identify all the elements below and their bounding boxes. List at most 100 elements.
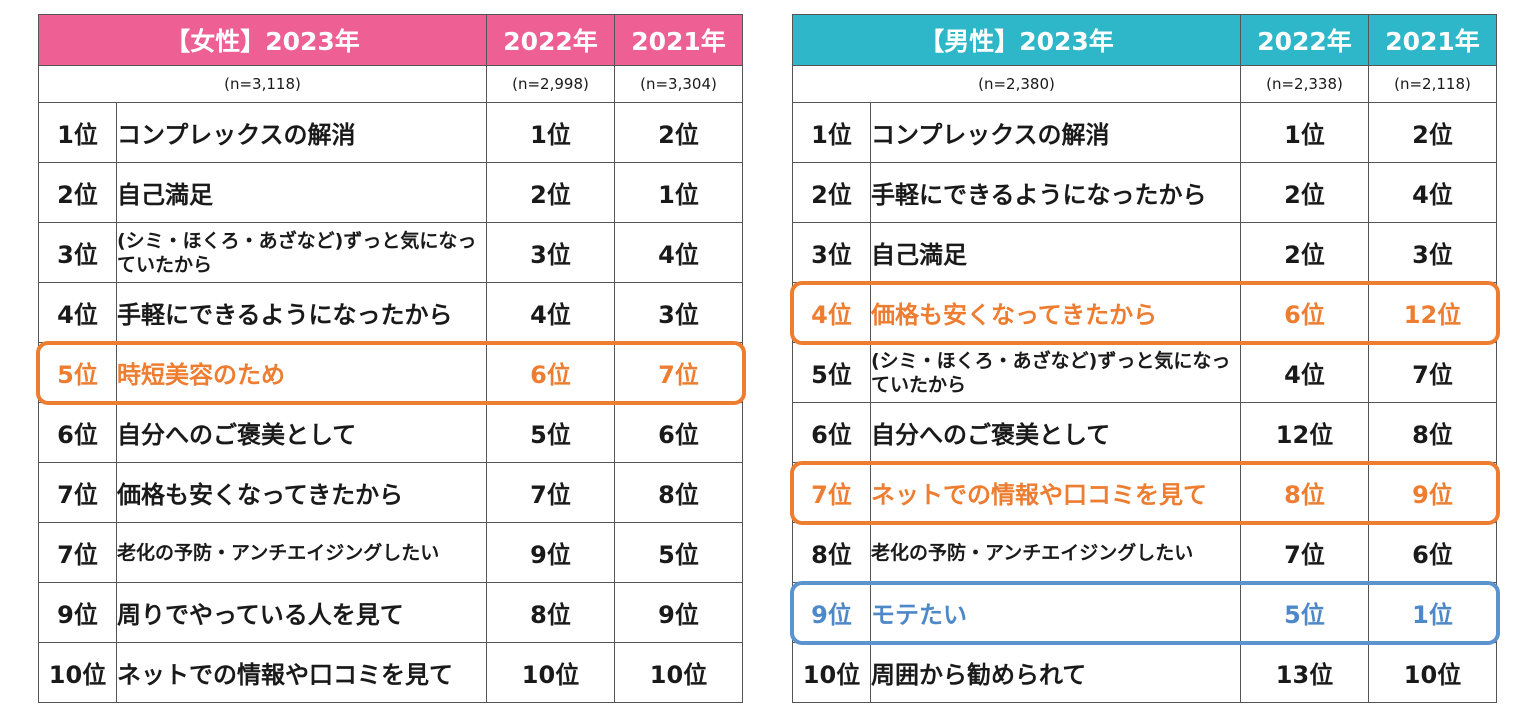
female-rank-cell: 2位 <box>38 162 117 223</box>
female-reason-cell: (シミ・ほくろ・あざなど)ずっと気になっていたから <box>116 222 487 283</box>
male-rank-row: 8位 老化の予防・アンチエイジングしたい 7位 6位 <box>792 522 1497 583</box>
male-rank-row: 4位 価格も安くなってきたから 6位 12位 <box>792 282 1497 343</box>
female-rank-cell: 4位 <box>38 282 117 343</box>
male-rank-cell: 8位 <box>792 522 871 583</box>
male-reason-cell: 自分へのご褒美として <box>870 402 1241 463</box>
male-rank-row: 9位 モテたい 5位 1位 <box>792 582 1497 643</box>
male-rank-2021-cell: 4位 <box>1368 162 1497 223</box>
male-rank-row: 1位 コンプレックスの解消 1位 2位 <box>792 102 1497 163</box>
female-rank-cell: 9位 <box>38 582 117 643</box>
female-reason-cell: コンプレックスの解消 <box>116 102 487 163</box>
male-sample-2021: (n=2,118) <box>1368 65 1497 103</box>
male-rank-cell: 6位 <box>792 402 871 463</box>
female-reason-cell: 周りでやっている人を見て <box>116 582 487 643</box>
male-ranking-panel: 【男性】2023年 2022年 2021年 (n=2,380) (n=2,338… <box>792 14 1497 703</box>
female-rank-2021-cell: 3位 <box>614 282 743 343</box>
female-2021-header: 2021年 <box>614 14 743 66</box>
female-rank-row: 1位 コンプレックスの解消 1位 2位 <box>38 102 743 163</box>
male-rank-cell: 5位 <box>792 342 871 403</box>
male-ranking-table: 【男性】2023年 2022年 2021年 (n=2,380) (n=2,338… <box>792 14 1497 703</box>
female-rank-2021-cell: 1位 <box>614 162 743 223</box>
male-rank-2021-cell: 8位 <box>1368 402 1497 463</box>
male-reason-cell: 自己満足 <box>870 222 1241 283</box>
female-rank-row: 6位 自分へのご褒美として 5位 6位 <box>38 402 743 463</box>
female-rank-2021-cell: 6位 <box>614 402 743 463</box>
female-rank-2022-cell: 5位 <box>486 402 615 463</box>
male-sample-row: (n=2,380) (n=2,338) (n=2,118) <box>792 65 1497 103</box>
male-reason-cell: コンプレックスの解消 <box>870 102 1241 163</box>
male-reason-cell: モテたい <box>870 582 1241 643</box>
female-rank-2022-cell: 1位 <box>486 102 615 163</box>
female-sample-2022: (n=2,998) <box>486 65 615 103</box>
male-rank-2021-cell: 10位 <box>1368 642 1497 703</box>
male-rank-cell: 7位 <box>792 462 871 523</box>
male-rank-2021-cell: 2位 <box>1368 102 1497 163</box>
male-sample-2022: (n=2,338) <box>1240 65 1369 103</box>
male-rank-2022-cell: 6位 <box>1240 282 1369 343</box>
female-rank-2021-cell: 7位 <box>614 342 743 403</box>
female-rank-2022-cell: 2位 <box>486 162 615 223</box>
male-rank-2021-cell: 3位 <box>1368 222 1497 283</box>
female-rank-cell: 5位 <box>38 342 117 403</box>
female-rank-cell: 7位 <box>38 522 117 583</box>
male-rank-cell: 3位 <box>792 222 871 283</box>
female-reason-cell: 自分へのご褒美として <box>116 402 487 463</box>
female-rank-cell: 1位 <box>38 102 117 163</box>
male-rank-2021-cell: 6位 <box>1368 522 1497 583</box>
male-2022-header: 2022年 <box>1240 14 1369 66</box>
female-rank-2021-cell: 4位 <box>614 222 743 283</box>
female-reason-cell: 自己満足 <box>116 162 487 223</box>
female-rank-row: 5位 時短美容のため 6位 7位 <box>38 342 743 403</box>
male-rank-cell: 1位 <box>792 102 871 163</box>
male-rank-2022-cell: 1位 <box>1240 102 1369 163</box>
male-rank-row: 7位 ネットでの情報や口コミを見て 8位 9位 <box>792 462 1497 523</box>
female-rank-row: 7位 老化の予防・アンチエイジングしたい 9位 5位 <box>38 522 743 583</box>
female-rank-cell: 10位 <box>38 642 117 703</box>
female-rank-cell: 7位 <box>38 462 117 523</box>
male-rank-row: 2位 手軽にできるようになったから 2位 4位 <box>792 162 1497 223</box>
female-rank-2021-cell: 8位 <box>614 462 743 523</box>
male-rank-2021-cell: 7位 <box>1368 342 1497 403</box>
male-header-row: 【男性】2023年 2022年 2021年 <box>792 14 1497 66</box>
female-rank-2022-cell: 8位 <box>486 582 615 643</box>
female-header-row: 【女性】2023年 2022年 2021年 <box>38 14 743 66</box>
female-reason-cell: 手軽にできるようになったから <box>116 282 487 343</box>
male-reason-cell: ネットでの情報や口コミを見て <box>870 462 1241 523</box>
male-2021-header: 2021年 <box>1368 14 1497 66</box>
female-ranking-panel: 【女性】2023年 2022年 2021年 (n=3,118) (n=2,998… <box>38 14 743 703</box>
male-rank-2022-cell: 4位 <box>1240 342 1369 403</box>
female-2023-header: 【女性】2023年 <box>38 14 487 66</box>
female-sample-row: (n=3,118) (n=2,998) (n=3,304) <box>38 65 743 103</box>
female-sample-2023: (n=3,118) <box>38 65 487 103</box>
male-rank-2021-cell: 1位 <box>1368 582 1497 643</box>
male-rank-2022-cell: 7位 <box>1240 522 1369 583</box>
female-rank-2021-cell: 9位 <box>614 582 743 643</box>
male-rank-row: 5位 (シミ・ほくろ・あざなど)ずっと気になっていたから 4位 7位 <box>792 342 1497 403</box>
female-rank-2022-cell: 9位 <box>486 522 615 583</box>
female-rank-row: 3位 (シミ・ほくろ・あざなど)ずっと気になっていたから 3位 4位 <box>38 222 743 283</box>
female-rank-2022-cell: 3位 <box>486 222 615 283</box>
male-sample-2023: (n=2,380) <box>792 65 1241 103</box>
male-2023-header: 【男性】2023年 <box>792 14 1241 66</box>
female-rank-row: 9位 周りでやっている人を見て 8位 9位 <box>38 582 743 643</box>
female-rank-row: 10位 ネットでの情報や口コミを見て 10位 10位 <box>38 642 743 703</box>
female-rank-2022-cell: 7位 <box>486 462 615 523</box>
female-rank-2022-cell: 6位 <box>486 342 615 403</box>
female-rank-row: 4位 手軽にできるようになったから 4位 3位 <box>38 282 743 343</box>
female-ranking-table: 【女性】2023年 2022年 2021年 (n=3,118) (n=2,998… <box>38 14 743 703</box>
female-rank-cell: 6位 <box>38 402 117 463</box>
male-rank-2022-cell: 5位 <box>1240 582 1369 643</box>
male-rank-2021-cell: 9位 <box>1368 462 1497 523</box>
male-rank-2021-cell: 12位 <box>1368 282 1497 343</box>
male-reason-cell: 周囲から勧められて <box>870 642 1241 703</box>
female-2022-header: 2022年 <box>486 14 615 66</box>
male-reason-cell: 老化の予防・アンチエイジングしたい <box>870 522 1241 583</box>
female-rank-cell: 3位 <box>38 222 117 283</box>
female-reason-cell: ネットでの情報や口コミを見て <box>116 642 487 703</box>
female-reason-cell: 老化の予防・アンチエイジングしたい <box>116 522 487 583</box>
female-reason-cell: 時短美容のため <box>116 342 487 403</box>
female-rank-row: 7位 価格も安くなってきたから 7位 8位 <box>38 462 743 523</box>
male-rank-2022-cell: 8位 <box>1240 462 1369 523</box>
female-sample-2021: (n=3,304) <box>614 65 743 103</box>
female-rank-2021-cell: 2位 <box>614 102 743 163</box>
